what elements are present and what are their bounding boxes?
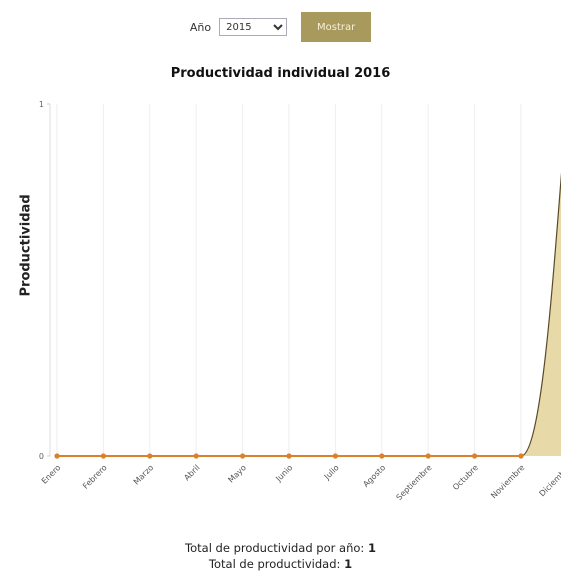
x-tick-label: Octubre [451, 463, 480, 492]
y-tick-label: 1 [39, 100, 44, 109]
total-year-label: Total de productividad por año: [185, 541, 365, 555]
data-point [286, 453, 292, 459]
data-point [54, 453, 60, 459]
x-tick-label: Febrero [81, 463, 109, 491]
x-tick-label: Julio [322, 463, 341, 482]
data-point [472, 453, 478, 459]
data-point [518, 453, 524, 459]
year-select[interactable]: 2015 [219, 18, 288, 36]
chart-canvas: 0 1 Enero Febrero Marzo Abril Mayo Junio Julio Ag… [39, 100, 561, 502]
total-year-value: 1 [367, 541, 376, 555]
chart-title: Productividad individual 2016 [170, 66, 391, 81]
x-tick-label: Diciembre [538, 463, 561, 498]
year-label: Año [189, 20, 212, 34]
total-overall-value: 1 [344, 557, 353, 571]
series-line [57, 172, 561, 457]
x-tick-label: Noviembre [489, 463, 526, 500]
x-tick-label: Marzo [132, 463, 156, 487]
totals: Total de productividad por año: 1 Total … [0, 540, 561, 572]
data-point [193, 453, 199, 459]
data-point [100, 453, 106, 459]
x-tick-label: Enero [40, 463, 63, 486]
data-point [240, 453, 246, 459]
data-point [425, 453, 431, 459]
y-tick-label: 0 [39, 452, 44, 461]
filter-controls: Año 2015 Mostrar [0, 12, 561, 42]
x-tick-label: Septiembre [395, 463, 434, 502]
total-overall-label: Total de productividad: [208, 557, 341, 571]
show-button[interactable]: Mostrar [301, 12, 372, 42]
total-year-line: Total de productividad por año: 1 [0, 540, 561, 556]
series-area [57, 179, 561, 456]
data-point [332, 453, 338, 459]
x-tick-label: Agosto [361, 463, 387, 489]
x-tick-label: Junio [273, 463, 294, 484]
data-point [379, 453, 385, 459]
x-tick-label: Mayo [226, 463, 248, 485]
data-point [147, 453, 153, 459]
total-overall-line: Total de productividad: 1 [0, 556, 561, 572]
x-tick-label: Abril [182, 463, 201, 482]
